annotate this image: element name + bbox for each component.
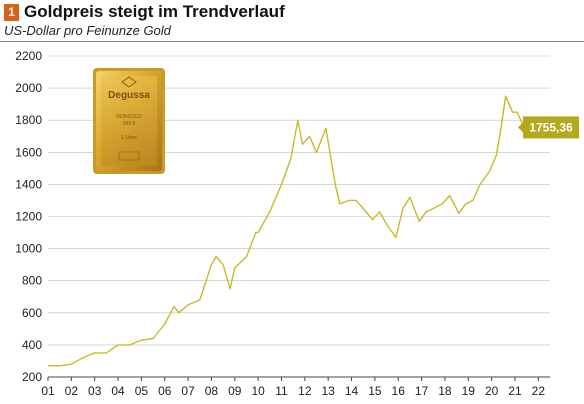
x-tick-label: 19 — [462, 384, 476, 398]
x-tick-label: 04 — [111, 384, 125, 398]
x-tick-label: 02 — [65, 384, 79, 398]
y-tick-label: 2000 — [15, 81, 42, 95]
gold-bar-line1: FEINGOLD — [116, 114, 142, 120]
gold-price-line — [48, 95, 530, 367]
x-tick-label: 12 — [298, 384, 312, 398]
y-tick-label: 800 — [22, 274, 42, 288]
chart-header: 1 Goldpreis steigt im Trendverlauf US-Do… — [0, 0, 584, 42]
y-tick-label: 600 — [22, 306, 42, 320]
grid-lines — [48, 55, 550, 378]
gold-bar-image: Degussa FEINGOLD 999,9 1 Unze — [93, 68, 165, 174]
gold-bar-line2: 999,9 — [123, 121, 136, 127]
chart-title: Goldpreis steigt im Trendverlauf — [24, 2, 285, 21]
gold-bar-brand: Degussa — [108, 90, 150, 101]
x-tick-label: 09 — [228, 384, 242, 398]
x-tick-label: 13 — [322, 384, 336, 398]
y-tick-label: 1600 — [15, 145, 42, 159]
x-tick-label: 05 — [135, 384, 149, 398]
x-tick-label: 18 — [438, 384, 452, 398]
x-tick-label: 08 — [205, 384, 219, 398]
x-tick-label: 11 — [275, 384, 288, 398]
current-value-pointer — [518, 122, 523, 133]
current-value-label: 1755,36 — [518, 116, 579, 139]
chart-subtitle: US-Dollar pro Feinunze Gold — [4, 23, 171, 38]
y-tick-label: 1800 — [15, 113, 42, 127]
x-tick-label: 17 — [415, 384, 429, 398]
current-value-text: 1755,36 — [529, 120, 573, 134]
x-tick-label: 21 — [508, 384, 522, 398]
current-value-box — [523, 116, 579, 139]
y-axis-ticks: 200 400 600 800 1000 1200 1400 1600 1800 2000 2200 — [15, 49, 42, 384]
x-tick-label: 16 — [392, 384, 406, 398]
x-tick-label: 01 — [41, 384, 55, 398]
x-tick-label: 06 — [158, 384, 172, 398]
gold-price-chart: 200 400 600 800 1000 1200 1400 1600 1800 2000 2200… — [15, 49, 579, 398]
y-tick-label: 1400 — [15, 177, 42, 191]
header-divider — [0, 41, 584, 42]
figure-number-badge: 1 — [4, 4, 19, 21]
y-tick-label: 400 — [22, 338, 42, 352]
y-tick-label: 2200 — [15, 49, 42, 63]
x-tick-label: 03 — [88, 384, 102, 398]
x-tick-label: 14 — [345, 384, 359, 398]
y-tick-label: 200 — [22, 370, 42, 384]
x-tick-label: 15 — [368, 384, 382, 398]
y-tick-label: 1200 — [15, 210, 42, 224]
x-axis-ticks: 01 02 03 04 05 06 07 08 09 10 11 12 13 14 15 16 17 18 19 20… — [41, 377, 545, 398]
x-tick-label: 10 — [251, 384, 265, 398]
x-tick-label: 22 — [532, 384, 546, 398]
y-tick-label: 1000 — [15, 242, 42, 256]
x-tick-label: 20 — [485, 384, 499, 398]
gold-bar-line3: 1 Unze — [121, 135, 137, 141]
x-tick-label: 07 — [181, 384, 195, 398]
